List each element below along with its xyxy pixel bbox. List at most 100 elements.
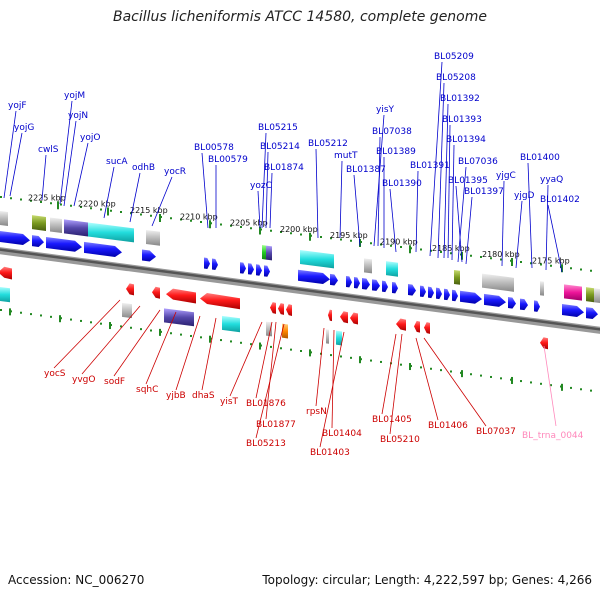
leader-line-forward xyxy=(353,174,361,247)
cog-box-forward xyxy=(50,217,62,234)
ring-dot xyxy=(570,386,572,389)
ring-dot xyxy=(590,389,592,392)
ring-dot xyxy=(580,268,582,271)
forward-gene-label: BL07038 xyxy=(372,127,412,137)
cog-box-forward xyxy=(32,215,46,231)
forward-gene-label: BL05214 xyxy=(260,142,300,152)
cog-box-forward xyxy=(0,211,8,227)
inner-tick-mark xyxy=(159,328,161,336)
forward-gene xyxy=(298,269,330,284)
forward-gene xyxy=(436,287,442,300)
leader-line-forward xyxy=(389,188,397,253)
map-title: Bacillus licheniformis ATCC 14580, compl… xyxy=(113,9,487,25)
ring-dot xyxy=(290,348,292,351)
inner-tick-mark xyxy=(359,356,361,364)
reverse-gene-label: rpsN xyxy=(306,407,327,417)
cog-box-reverse xyxy=(282,323,288,339)
ring-dot xyxy=(440,251,442,253)
forward-gene xyxy=(562,304,584,318)
forward-gene-label: BL07036 xyxy=(458,157,498,167)
cog-box-reverse xyxy=(164,308,194,327)
inner-tick-mark xyxy=(209,335,211,343)
ring-dot xyxy=(70,204,72,207)
inner-tick-mark xyxy=(9,308,11,316)
forward-gene xyxy=(408,284,416,296)
reverse-gene-label: BL05213 xyxy=(246,439,286,449)
ring-dot xyxy=(90,207,92,210)
leader-line-forward xyxy=(465,196,473,265)
leader-line-forward xyxy=(501,180,505,267)
ring-dot xyxy=(370,242,372,245)
forward-gene-label: yozC xyxy=(250,181,272,191)
ring-dot xyxy=(20,198,22,201)
forward-gene-label: yojF xyxy=(8,101,27,111)
forward-gene xyxy=(204,257,210,269)
scale-tick-label: 2205 kbp xyxy=(230,219,268,228)
leader-line-reverse xyxy=(145,311,177,385)
reverse-gene-label: BL01877 xyxy=(256,420,296,430)
scale-tick-mark xyxy=(107,207,109,216)
forward-gene xyxy=(0,231,30,245)
inner-tick-mark xyxy=(561,383,563,391)
leader-line-reverse xyxy=(113,309,161,377)
forward-gene-label: yojO xyxy=(80,133,100,143)
leader-line-forward xyxy=(257,190,261,229)
leader-line-forward xyxy=(261,132,267,229)
ring-dot xyxy=(140,213,142,216)
leader-line-reverse xyxy=(319,331,345,448)
reverse-gene-label: BL05210 xyxy=(380,435,420,445)
reverse-gene xyxy=(126,283,134,296)
ring-dot xyxy=(200,221,202,223)
reverse-gene xyxy=(540,337,548,350)
ring-dot xyxy=(570,267,572,270)
ring-dot xyxy=(240,226,242,228)
forward-gene xyxy=(392,281,398,294)
ring-dot xyxy=(230,224,232,227)
forward-gene xyxy=(32,235,44,248)
leader-line-forward xyxy=(545,184,549,271)
ring-dot xyxy=(490,257,492,260)
cog-box-reverse xyxy=(222,315,240,333)
reverse-gene xyxy=(424,322,430,334)
ring-dot xyxy=(350,356,352,359)
reverse-gene xyxy=(200,293,240,310)
ring-dot xyxy=(450,252,452,255)
scale-tick-label: 2190 kbp xyxy=(380,237,418,246)
ring-dot xyxy=(140,328,142,331)
ring-dot xyxy=(380,243,382,246)
forward-gene xyxy=(452,289,458,302)
forward-gene-label: BL01391 xyxy=(410,161,450,171)
leader-line-forward xyxy=(443,103,449,259)
ring-dot xyxy=(100,322,102,325)
ring-dot xyxy=(30,313,32,316)
ring-dot xyxy=(480,256,482,258)
leader-line-forward xyxy=(59,100,73,205)
ring-dot xyxy=(230,340,232,343)
leader-line-reverse xyxy=(175,315,201,391)
leader-line-forward xyxy=(265,151,269,229)
ring-dot xyxy=(440,369,442,372)
reverse-gene xyxy=(152,286,160,299)
cog-box-forward xyxy=(266,245,272,261)
ring-dot xyxy=(80,206,82,208)
scale-tick-label: 2180 kbp xyxy=(482,250,520,259)
reverse-gene xyxy=(0,266,12,280)
reverse-gene xyxy=(350,312,358,325)
reverse-gene-label: BL07037 xyxy=(476,427,516,437)
leader-line-reverse xyxy=(81,305,141,375)
cog-box-forward xyxy=(386,261,398,277)
forward-gene-label: yojG xyxy=(14,123,34,133)
ring-dot xyxy=(280,347,282,350)
reverse-gene xyxy=(414,320,420,333)
leader-line-forward xyxy=(515,200,523,269)
scale-tick-mark xyxy=(259,226,261,235)
leader-line-forward xyxy=(547,204,563,273)
leader-line-forward xyxy=(457,166,467,263)
ring-dot xyxy=(290,232,292,235)
cog-box-forward xyxy=(146,229,160,246)
reverse-gene-label: sqhC xyxy=(136,385,158,395)
ring-dot xyxy=(40,314,42,317)
cog-box-forward xyxy=(540,281,544,296)
ring-dot xyxy=(170,217,172,220)
cog-box-forward xyxy=(594,288,600,303)
